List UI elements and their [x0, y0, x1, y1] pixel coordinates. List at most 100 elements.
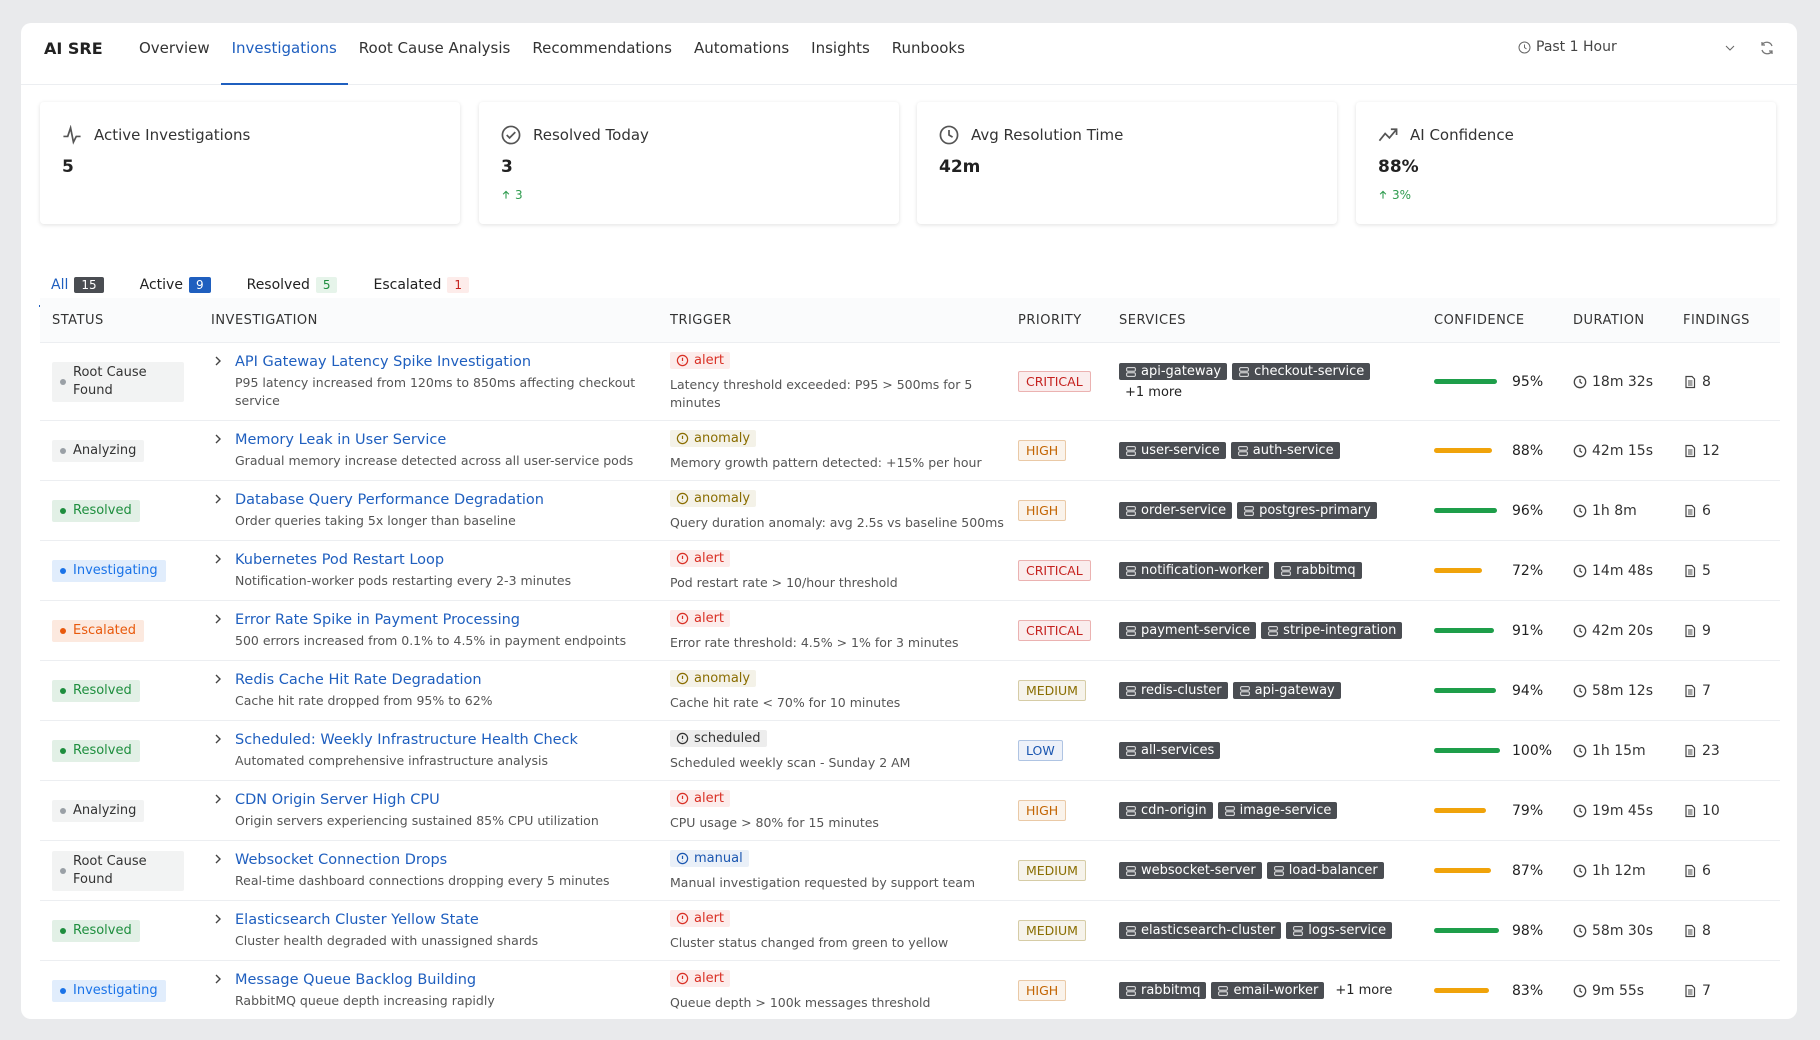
more-services[interactable]: +1 more	[1125, 385, 1182, 400]
nav-tab[interactable]: Root Cause Analysis	[358, 39, 511, 57]
service-icon-svg	[1281, 565, 1291, 576]
trigger-icon	[676, 612, 689, 625]
status-dot	[60, 447, 66, 454]
expand-chevron[interactable]	[211, 972, 225, 986]
duration: 58m 30s	[1592, 922, 1654, 939]
clock-icon-svg	[1573, 804, 1587, 817]
status-cell: Resolved	[40, 919, 199, 942]
clock-icon	[1518, 41, 1531, 53]
document-icon	[1683, 684, 1697, 698]
expand-chevron[interactable]	[211, 354, 225, 368]
status-text: Root Cause Found	[73, 853, 147, 887]
confidence-track	[1434, 808, 1500, 813]
investigation-title[interactable]: Error Rate Spike in Payment Processing	[235, 611, 521, 628]
investigation-title[interactable]: Database Query Performance Degradation	[235, 491, 544, 508]
confidence-cell: 87%	[1422, 863, 1561, 879]
service-icon-svg	[1126, 985, 1136, 996]
filter-tab[interactable]: Escalated 1	[373, 255, 469, 307]
nav-tab[interactable]: Recommendations	[532, 39, 672, 57]
trigger-type: anomaly	[694, 490, 751, 506]
findings-count: 7	[1702, 682, 1711, 699]
service-icon	[1243, 505, 1255, 517]
status-dot	[60, 627, 66, 634]
findings-count: 9	[1702, 622, 1711, 639]
expand-chevron[interactable]	[211, 552, 225, 566]
trigger-icon	[676, 552, 689, 565]
service-icon-svg	[1126, 625, 1136, 636]
stat-icon-svg	[63, 125, 81, 145]
investigation-title[interactable]: Redis Cache Hit Rate Degradation	[235, 671, 482, 688]
service-icon	[1125, 685, 1137, 697]
expand-chevron[interactable]	[211, 852, 225, 866]
duration: 58m 12s	[1592, 682, 1654, 699]
table-row: Resolved Elasticsearch Cluster Yellow Sta…	[40, 901, 1780, 961]
nav-tab[interactable]: Automations	[693, 39, 790, 57]
nav-tab[interactable]: Investigations	[220, 23, 348, 85]
stat-icon	[1378, 125, 1398, 145]
refresh-button[interactable]	[1759, 40, 1775, 56]
service-icon-svg	[1293, 925, 1304, 936]
service-icon	[1125, 505, 1137, 517]
tab-list: Overview Investigations Root Cause Analysi…	[128, 23, 976, 85]
investigation-title[interactable]: Websocket Connection Drops	[235, 851, 448, 868]
expand-chevron[interactable]	[211, 912, 225, 926]
filter-tab[interactable]: Resolved 5	[247, 255, 338, 307]
service-name: checkout-service	[1254, 364, 1365, 379]
duration-cell: 18m 32s	[1561, 374, 1671, 390]
nav-tab[interactable]: Insights	[811, 39, 870, 57]
status-dot	[60, 567, 66, 574]
findings-cell: 7	[1671, 683, 1780, 699]
time-range[interactable]: Past 1 Hour	[1518, 39, 1617, 55]
confidence-track	[1434, 379, 1500, 384]
expand-chevron[interactable]	[211, 612, 225, 626]
dropdown-chevron[interactable]	[1724, 42, 1736, 54]
document-icon-svg	[1685, 684, 1696, 697]
expand-chevron[interactable]	[211, 792, 225, 806]
confidence-cell: 72%	[1422, 563, 1561, 579]
trigger-badge: manual	[670, 849, 749, 867]
service-icon	[1125, 865, 1137, 877]
services-cell: payment-service stripe-integration	[1107, 622, 1422, 639]
investigation-title[interactable]: Memory Leak in User Service	[235, 431, 447, 448]
stat-card: Avg Resolution Time 42m	[917, 102, 1337, 224]
priority-cell: CRITICAL	[1006, 620, 1107, 641]
expand-chevron[interactable]	[211, 492, 225, 506]
services-cell: elasticsearch-cluster logs-service	[1107, 922, 1422, 939]
status-cell: Analyzing	[40, 439, 199, 462]
investigation-title[interactable]: Scheduled: Weekly Infrastructure Health …	[235, 731, 578, 748]
trigger-icon-svg	[676, 792, 689, 804]
trigger-cell: scheduled Scheduled weekly scan - Sunday …	[658, 729, 1006, 772]
trigger-text: Manual investigation requested by suppor…	[670, 874, 976, 890]
confidence-bar	[1434, 688, 1497, 693]
expand-chevron[interactable]	[211, 732, 225, 746]
investigation-title[interactable]: CDN Origin Server High CPU	[235, 791, 440, 808]
filter-tab[interactable]: Active 9	[140, 255, 211, 307]
nav-tab[interactable]: Overview	[139, 39, 210, 57]
investigation-title[interactable]: Kubernetes Pod Restart Loop	[235, 551, 445, 568]
stat-delta: 3	[501, 188, 523, 202]
service-icon	[1237, 445, 1249, 457]
table-row: Root Cause Found Websocket Connection Dro…	[40, 841, 1780, 901]
more-services[interactable]: +1 more	[1335, 983, 1393, 998]
expand-chevron[interactable]	[211, 432, 225, 446]
investigation-title[interactable]: Elasticsearch Cluster Yellow State	[235, 911, 479, 928]
table-row: Investigating Message Queue Backlog Build…	[40, 961, 1780, 1019]
investigation-title[interactable]: API Gateway Latency Spike Investigation	[235, 353, 532, 370]
status-dot	[60, 378, 66, 385]
service-icon-svg	[1126, 565, 1136, 576]
clock-icon-svg	[1573, 624, 1587, 637]
services-cell: all-services	[1107, 742, 1422, 759]
clock-icon	[1573, 624, 1587, 638]
service-tag: auth-service	[1230, 442, 1340, 459]
service-icon-svg	[1239, 366, 1249, 377]
service-tag: rabbitmq	[1274, 562, 1362, 579]
table-row: Escalated Error Rate Spike in Payment Pro…	[40, 601, 1780, 661]
nav-tab[interactable]: Runbooks	[891, 39, 965, 57]
clock-icon	[1573, 984, 1587, 998]
trigger-icon	[676, 672, 689, 685]
expand-chevron[interactable]	[211, 672, 225, 686]
investigation-title[interactable]: Message Queue Backlog Building	[235, 971, 477, 988]
document-icon	[1683, 375, 1697, 389]
service-icon	[1125, 925, 1137, 937]
